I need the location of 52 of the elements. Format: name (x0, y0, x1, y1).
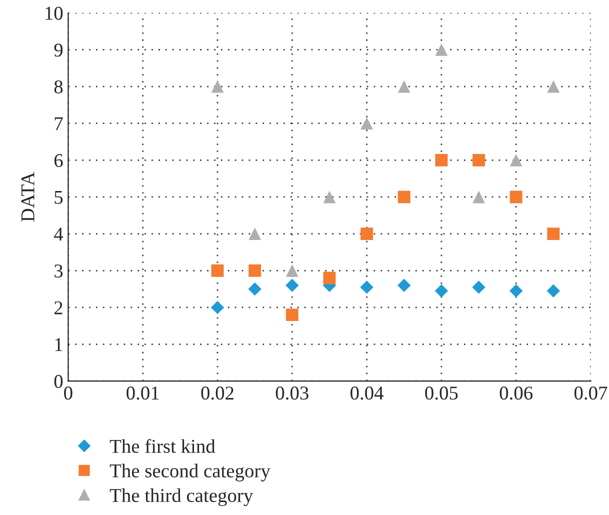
point (211, 80, 224, 93)
point (547, 80, 560, 93)
point (248, 228, 262, 240)
legend-label: The first kind (110, 439, 216, 453)
point (435, 43, 448, 56)
point (509, 284, 523, 298)
point (510, 190, 522, 204)
legend-label: The second category (110, 464, 270, 482)
x-tick-label: 0.01 (126, 386, 159, 400)
point (323, 272, 336, 284)
y-tick-label: 2 (54, 301, 62, 314)
x-tick-label: 0.02 (201, 386, 234, 400)
point (398, 278, 411, 292)
point (210, 300, 224, 314)
y-tick-label: 10 (46, 6, 63, 20)
point (546, 284, 560, 298)
legend-label: The third category (110, 488, 254, 506)
y-tick-label: 9 (54, 44, 63, 57)
point (435, 154, 448, 166)
x-tick-label: 0.07 (574, 386, 608, 400)
point (360, 228, 374, 240)
y-tick-label: 1 (55, 338, 62, 352)
point (472, 154, 485, 166)
x-tick-label: 0.06 (500, 386, 533, 400)
point (248, 264, 262, 277)
point (360, 117, 374, 130)
x-tick-label: 0 (64, 386, 72, 400)
y-tick-label: 0 (54, 374, 63, 388)
y-tick-label: 7 (54, 117, 63, 130)
point (510, 154, 522, 166)
point (360, 280, 374, 294)
y-tick-label: 8 (54, 80, 63, 94)
y-tick-label: 3 (54, 264, 63, 278)
point (434, 284, 448, 298)
point (211, 264, 224, 277)
point (286, 264, 298, 277)
point (286, 308, 298, 322)
y-tick-label: 5 (54, 191, 63, 204)
point (547, 228, 560, 240)
point (323, 190, 336, 204)
point (248, 282, 262, 296)
point (472, 190, 485, 204)
point (398, 190, 410, 204)
y-tick-label: 4 (54, 228, 64, 241)
x-tick-label: 0.03 (276, 386, 308, 400)
point (286, 278, 299, 292)
x-tick-label: 0.04 (350, 386, 384, 400)
y-axis-title: DATA (21, 172, 34, 222)
x-tick-label: 0.05 (425, 386, 458, 400)
y-tick-label: 6 (54, 154, 63, 168)
point (398, 80, 410, 93)
point (472, 280, 486, 294)
